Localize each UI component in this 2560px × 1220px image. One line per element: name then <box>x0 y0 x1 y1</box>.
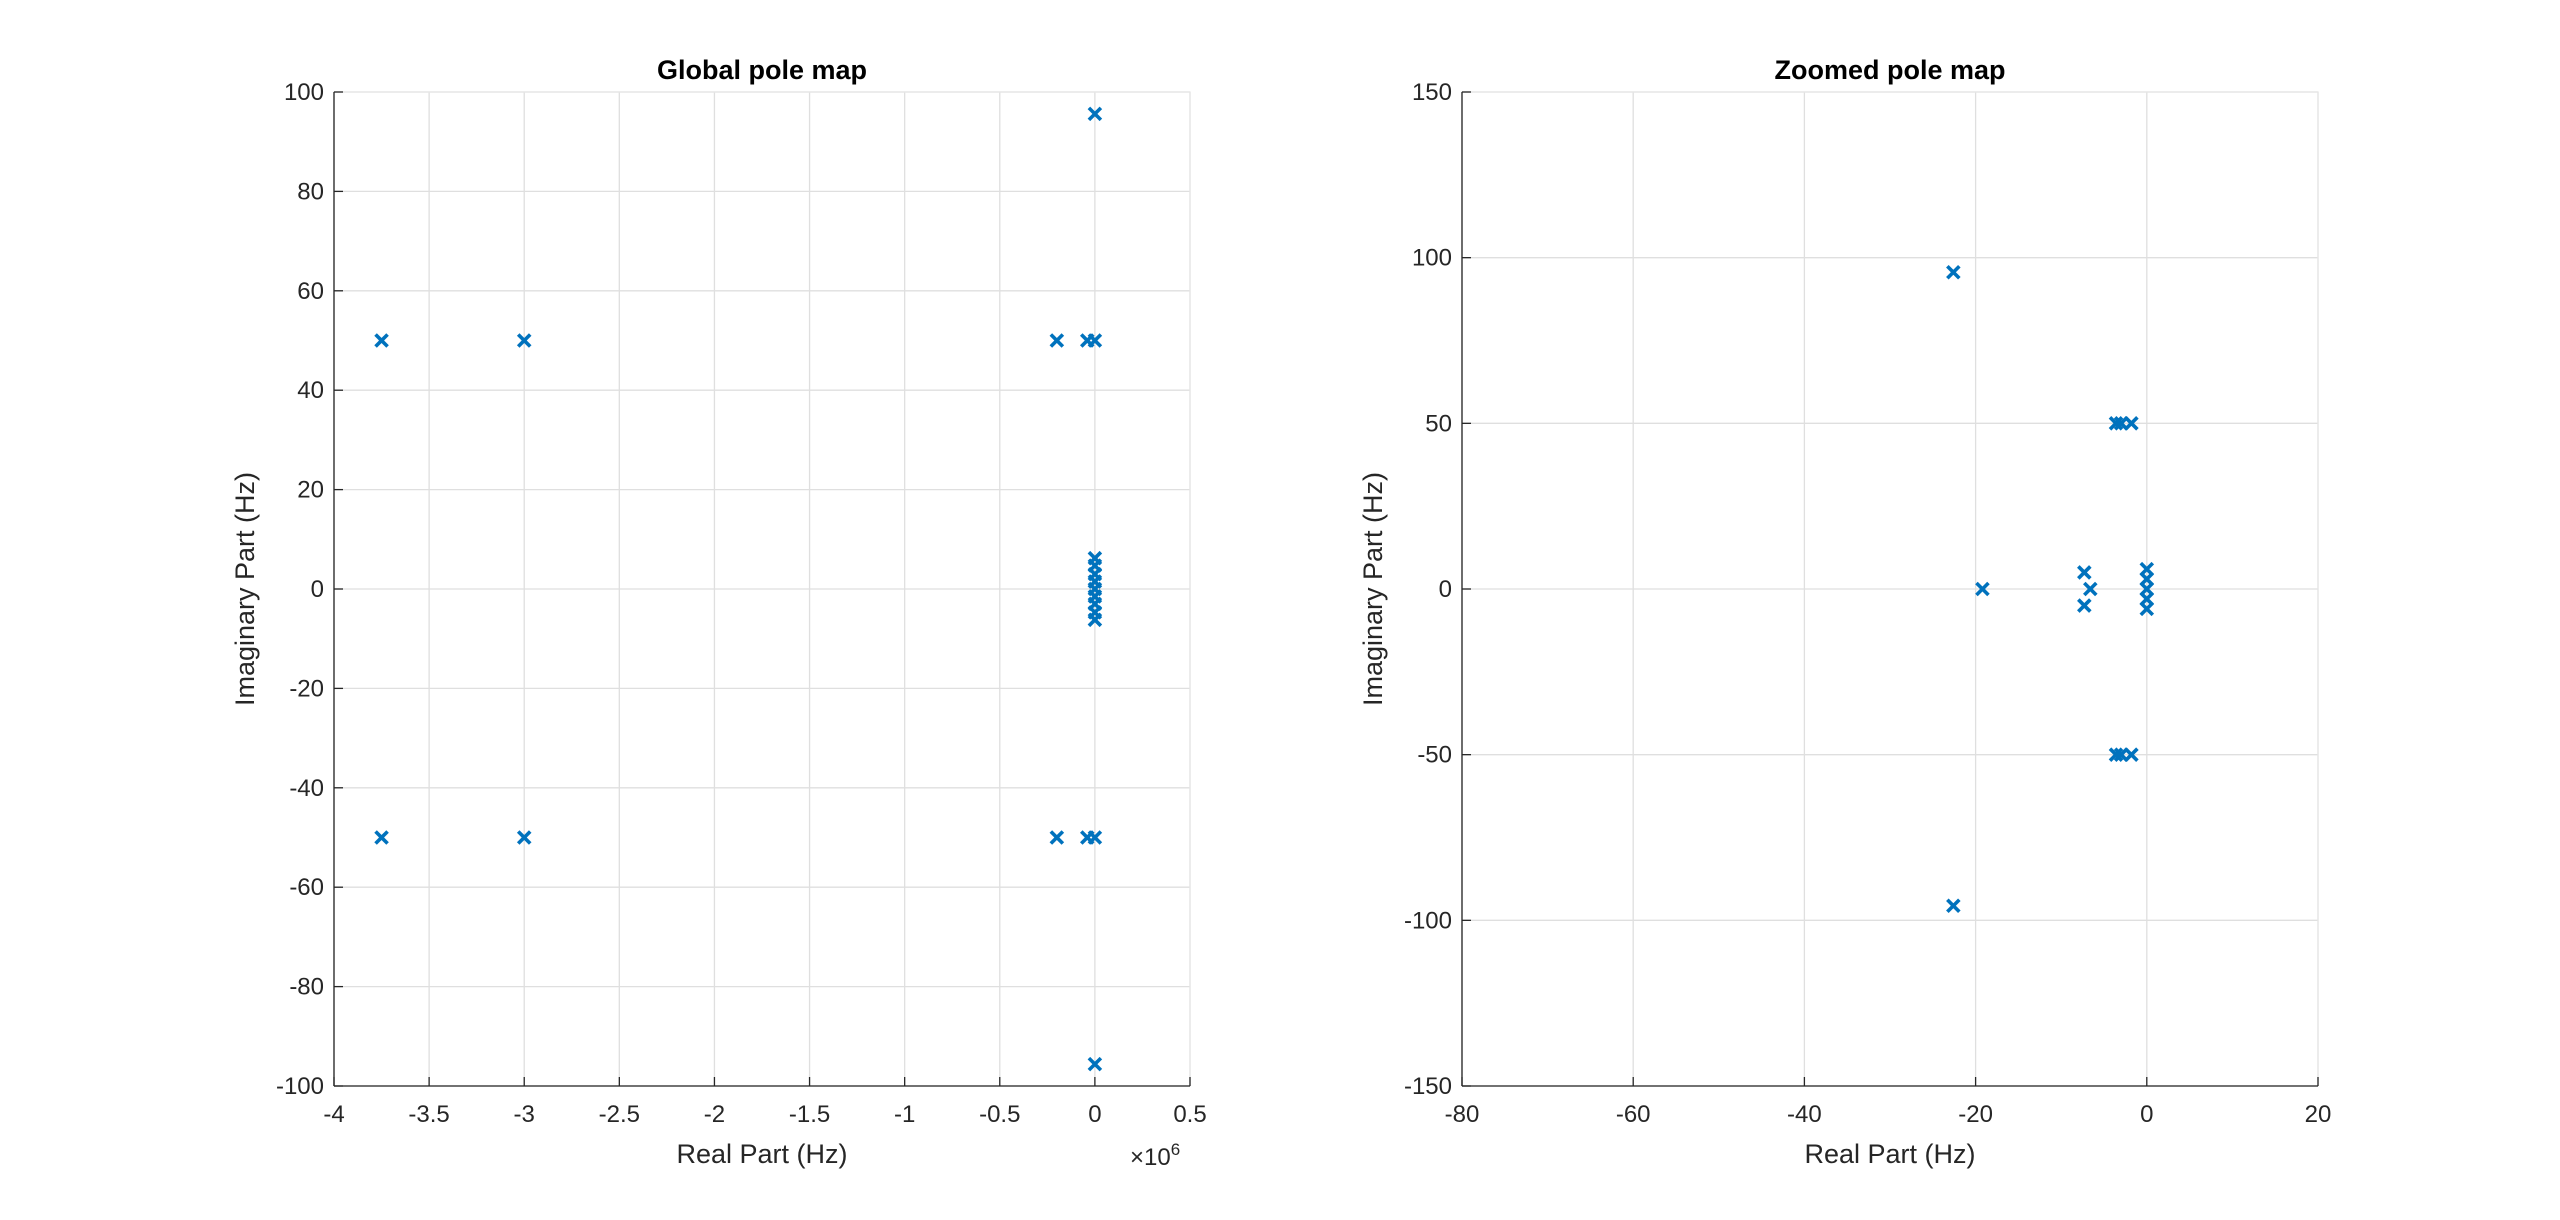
zoomed-pole-markers <box>1946 264 2155 914</box>
zoomed-pole-marker-7 <box>2124 747 2139 762</box>
zoomed-y-tick-label-2: -50 <box>1417 742 1452 769</box>
global-x-tick-label-6: -1 <box>894 1101 915 1128</box>
global-pole-marker-20 <box>1087 612 1103 628</box>
global-x-axis-label: Real Part (Hz) <box>676 1139 847 1169</box>
zoomed-pole-marker-0 <box>1946 264 1961 280</box>
global-pole-marker-3 <box>516 830 532 845</box>
zoomed-pole-map-chart: -80 -60 -40 -20 0 20 -150 -100 -50 0 50 100 150 Zoom… <box>1358 55 2331 1169</box>
zoomed-y-tick-label-3: 0 <box>1439 576 1452 603</box>
zoomed-pole-marker-3 <box>2108 747 2124 762</box>
global-x-tick-label-0: -4 <box>323 1101 344 1128</box>
zoomed-y-tick-label-5: 100 <box>1412 245 1452 272</box>
zoomed-pole-marker-1 <box>1946 898 1961 914</box>
zoomed-x-tick-label-0: -80 <box>1445 1101 1480 1128</box>
global-y-axis-label: Imaginary Part (Hz) <box>230 472 260 706</box>
zoomed-tick-labels: -80 -60 -40 -20 0 20 -150 -100 -50 0 50 100 150 <box>1404 79 2331 1128</box>
global-chart-title: Global pole map <box>657 55 867 85</box>
global-x-tick-label-2: -3 <box>514 1101 535 1128</box>
global-y-tick-label-9: 80 <box>297 178 324 205</box>
global-y-tick-label-2: -60 <box>289 874 324 901</box>
global-pole-marker-8 <box>1087 333 1103 348</box>
zoomed-pole-marker-2 <box>2108 416 2124 431</box>
global-pole-marker-10 <box>1087 106 1103 122</box>
global-pole-map-chart: -4 -3.5 -3 -2.5 -2 -1.5 -1 -0.5 0 0.5 -100 -80 -60 -4… <box>230 55 1207 1171</box>
global-x-tick-label-3: -2.5 <box>599 1101 640 1128</box>
global-x-tick-label-8: 0 <box>1088 1101 1101 1128</box>
global-y-tick-label-1: -80 <box>289 974 324 1001</box>
global-y-tick-label-0: -100 <box>276 1073 324 1100</box>
global-x-tick-label-5: -1.5 <box>789 1101 830 1128</box>
global-y-tick-label-4: -20 <box>289 675 324 702</box>
global-pole-marker-2 <box>516 333 532 348</box>
zoomed-pole-marker-9 <box>2077 565 2092 580</box>
global-pole-marker-0 <box>374 333 389 348</box>
zoomed-y-tick-label-0: -150 <box>1404 1073 1452 1100</box>
global-pole-marker-4 <box>1049 333 1065 348</box>
zoomed-pole-marker-16 <box>2139 601 2155 617</box>
global-y-tick-label-5: 0 <box>311 576 324 603</box>
zoomed-x-tick-label-4: 0 <box>2140 1101 2153 1128</box>
zoomed-x-tick-label-2: -40 <box>1787 1101 1822 1128</box>
global-axes <box>333 91 1191 1087</box>
zoomed-x-tick-label-3: -20 <box>1958 1101 1993 1128</box>
zoomed-pole-marker-8 <box>1975 581 1990 597</box>
zoomed-x-axis-label: Real Part (Hz) <box>1804 1139 1975 1169</box>
global-x-tick-label-9: 0.5 <box>1173 1101 1206 1128</box>
global-x-tick-label-4: -2 <box>704 1101 725 1128</box>
zoomed-x-tick-label-1: -60 <box>1616 1101 1651 1128</box>
global-x-tick-label-7: -0.5 <box>979 1101 1020 1128</box>
global-pole-markers <box>374 106 1103 1072</box>
zoomed-y-tick-label-4: 50 <box>1425 410 1452 437</box>
zoomed-axes <box>1461 91 2319 1087</box>
zoomed-y-tick-label-1: -100 <box>1404 907 1452 934</box>
global-x-tick-label-1: -3.5 <box>408 1101 449 1128</box>
global-pole-marker-9 <box>1087 830 1103 845</box>
global-pole-marker-1 <box>374 830 389 845</box>
global-y-tick-label-6: 20 <box>297 477 324 504</box>
zoomed-pole-marker-6 <box>2124 416 2139 431</box>
global-y-tick-label-10: 100 <box>284 79 324 106</box>
zoomed-chart-title: Zoomed pole map <box>1774 55 2005 85</box>
global-x-exponent-label: ×106 <box>1130 1140 1180 1171</box>
zoomed-pole-marker-11 <box>2083 581 2098 597</box>
zoomed-x-tick-label-5: 20 <box>2305 1101 2332 1128</box>
global-tick-labels: -4 -3.5 -3 -2.5 -2 -1.5 -1 -0.5 0 0.5 -100 -80 -60 -4… <box>276 79 1207 1128</box>
global-y-tick-label-7: 40 <box>297 377 324 404</box>
global-y-tick-label-3: -40 <box>289 775 324 802</box>
global-y-tick-label-8: 60 <box>297 278 324 305</box>
global-x-exponent-power: 6 <box>1171 1140 1180 1159</box>
global-x-exponent-base: ×10 <box>1130 1144 1171 1171</box>
zoomed-y-tick-label-6: 150 <box>1412 79 1452 106</box>
global-pole-marker-11 <box>1087 1056 1103 1072</box>
zoomed-y-axis-label: Imaginary Part (Hz) <box>1358 472 1388 706</box>
global-pole-marker-5 <box>1049 830 1065 845</box>
zoomed-pole-marker-10 <box>2077 598 2092 613</box>
